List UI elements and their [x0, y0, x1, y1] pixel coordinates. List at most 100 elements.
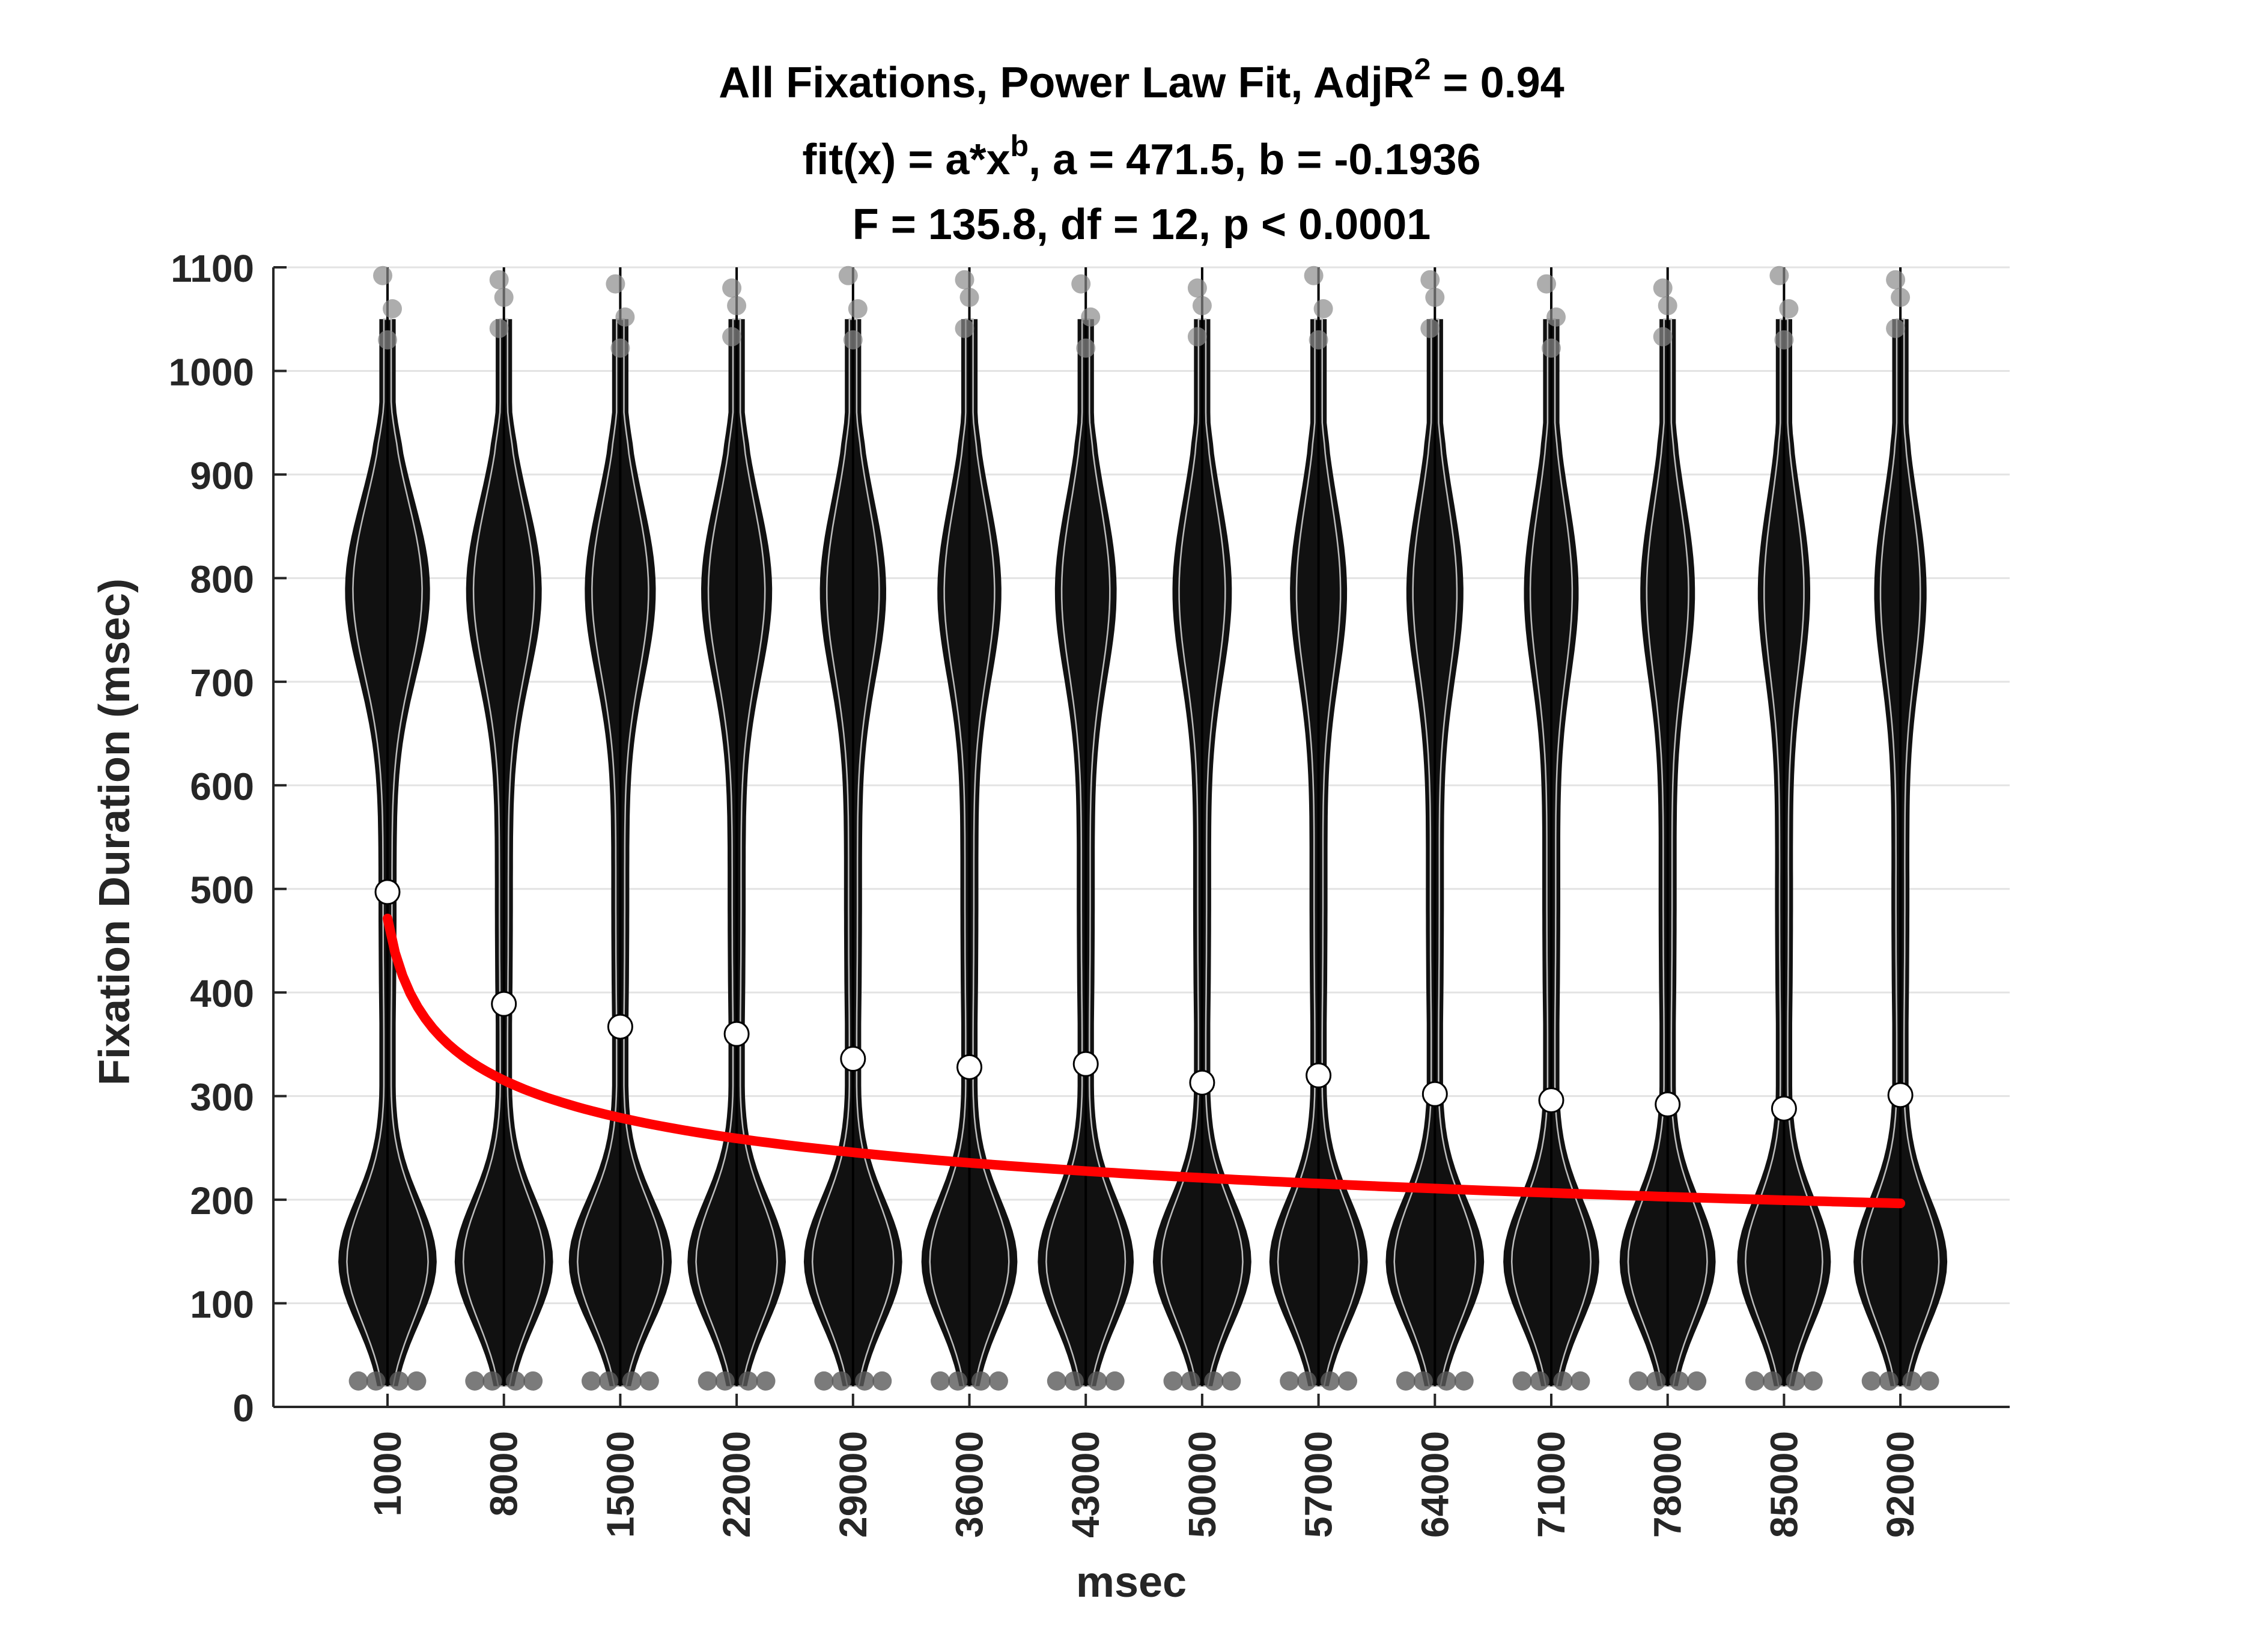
- x-tick-label: 29000: [832, 1431, 875, 1538]
- sample-point: [948, 1371, 968, 1391]
- violin-outline: [1161, 318, 1244, 1387]
- outlier-point: [489, 270, 509, 290]
- sample-point: [715, 1371, 735, 1391]
- violin-8000: [454, 267, 553, 1391]
- outlier-point: [1653, 327, 1673, 347]
- x-tick-label: 64000: [1413, 1431, 1456, 1538]
- outlier-point: [1309, 330, 1328, 350]
- median-point-43000: [1072, 1051, 1099, 1077]
- x-tick-label: 36000: [948, 1431, 991, 1538]
- title-superscript: b: [1011, 129, 1029, 163]
- outlier-point: [378, 330, 397, 350]
- sample-point: [1629, 1371, 1649, 1391]
- median-point-71000: [1538, 1087, 1564, 1114]
- outlier-point: [1076, 338, 1096, 358]
- outlier-point: [1774, 330, 1794, 350]
- y-tick-label: 300: [190, 1076, 254, 1119]
- median-point-36000: [956, 1054, 982, 1080]
- sample-point: [1087, 1371, 1107, 1391]
- sample-point: [832, 1371, 851, 1391]
- median-point-92000: [1887, 1082, 1914, 1108]
- violin-29000: [803, 266, 902, 1391]
- axes: [272, 266, 2010, 1408]
- x-tick-label: 22000: [715, 1431, 758, 1538]
- sample-point: [1320, 1371, 1340, 1391]
- outlier-point: [1081, 307, 1101, 327]
- outlier-point: [1546, 307, 1566, 327]
- sample-point: [389, 1371, 409, 1391]
- outlier-point: [1192, 296, 1212, 315]
- violin-36000: [921, 267, 1018, 1391]
- sample-point: [1512, 1371, 1532, 1391]
- outlier-point: [1658, 296, 1677, 315]
- median-point-57000: [1306, 1062, 1332, 1089]
- y-tick-labels: 0 100 200 300 400 500 600 700 800 900 1000 1100: [169, 247, 254, 1430]
- y-tick-label: 700: [190, 661, 254, 705]
- sample-point: [855, 1371, 875, 1391]
- sample-point: [1163, 1371, 1183, 1391]
- x-tick-label: 71000: [1530, 1431, 1573, 1538]
- outlier-point: [838, 266, 858, 285]
- sample-point: [756, 1371, 776, 1391]
- median-point-8000: [491, 991, 517, 1017]
- sample-point: [482, 1371, 502, 1391]
- median-point-64000: [1421, 1081, 1448, 1107]
- outlier-point: [1886, 318, 1906, 338]
- sample-point: [698, 1371, 717, 1391]
- sample-point: [1338, 1371, 1358, 1391]
- title-text-part: F = 135.8, df = 12, p < 0.0001: [853, 201, 1431, 249]
- sample-point: [599, 1371, 619, 1391]
- sample-point: [1803, 1371, 1823, 1391]
- sample-point: [1763, 1371, 1783, 1391]
- x-tick-label: 92000: [1879, 1431, 1922, 1538]
- violin-78000: [1619, 267, 1716, 1391]
- outlier-point: [373, 266, 392, 285]
- outlier-point: [722, 278, 742, 298]
- sample-point: [1181, 1371, 1200, 1391]
- median-markers: [374, 879, 1914, 1122]
- sample-point: [523, 1371, 543, 1391]
- outlier-point: [1891, 288, 1911, 308]
- outlier-point: [722, 327, 742, 347]
- median-point-15000: [607, 1013, 633, 1040]
- outlier-point: [727, 296, 747, 315]
- sample-point: [1280, 1371, 1300, 1391]
- median-point-50000: [1189, 1069, 1215, 1096]
- sample-point: [366, 1371, 386, 1391]
- outlier-point: [1425, 288, 1445, 308]
- sample-point: [622, 1371, 642, 1391]
- x-tick-label: 1000: [366, 1431, 409, 1516]
- sample-point: [1297, 1371, 1317, 1391]
- outlier-point: [959, 288, 979, 308]
- violin-71000: [1503, 267, 1599, 1391]
- title-line-2: fit(x) = a*xb, a = 471.5, b = -0.1936: [802, 129, 1480, 184]
- violin-1000: [338, 266, 437, 1391]
- sample-point: [1553, 1371, 1573, 1391]
- violin-64000: [1385, 267, 1485, 1391]
- violin-outline: [346, 318, 429, 1387]
- x-tick-label: 15000: [598, 1431, 642, 1538]
- x-axis-label: msec: [1076, 1558, 1187, 1606]
- outlier-point: [1187, 278, 1207, 298]
- sample-point: [1047, 1371, 1066, 1391]
- sample-point: [1745, 1371, 1765, 1391]
- x-tick-label: 50000: [1181, 1431, 1224, 1538]
- sample-point: [1570, 1371, 1590, 1391]
- sample-point: [1670, 1371, 1689, 1391]
- sample-point: [348, 1371, 368, 1391]
- sample-point: [738, 1371, 758, 1391]
- violin-outline: [1745, 318, 1823, 1387]
- outlier-point: [1187, 327, 1207, 347]
- y-tick-label: 900: [190, 454, 254, 497]
- x-tick-labels: 1000 8000 15000 22000 29000 36000 43000 50000 57…: [366, 1431, 1922, 1538]
- x-tick-label: 8000: [482, 1431, 526, 1516]
- outlier-point: [955, 270, 974, 290]
- outlier-point: [1769, 266, 1789, 285]
- sample-point: [1920, 1371, 1939, 1391]
- sample-point: [1861, 1371, 1881, 1391]
- outlier-point: [1071, 274, 1091, 294]
- sample-point: [639, 1371, 659, 1391]
- outlier-point: [848, 299, 868, 318]
- outlier-point: [1542, 338, 1561, 358]
- sample-point: [1646, 1371, 1666, 1391]
